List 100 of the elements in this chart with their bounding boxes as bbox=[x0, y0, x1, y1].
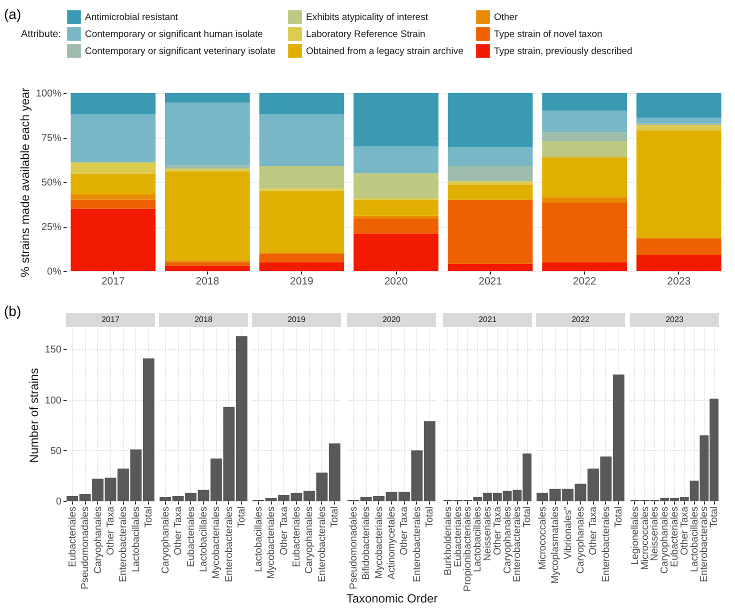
bar bbox=[636, 93, 722, 118]
y-tick-label: 50% bbox=[41, 178, 62, 188]
bar bbox=[448, 200, 533, 264]
y-tick-label: 75% bbox=[41, 133, 62, 144]
bar bbox=[542, 262, 627, 271]
legend-label: Type strain, previously described bbox=[494, 46, 632, 57]
bar bbox=[448, 184, 533, 200]
x-tick-label: Mycobacteriales bbox=[266, 506, 278, 579]
bar bbox=[259, 93, 344, 114]
bar bbox=[354, 93, 438, 146]
bar bbox=[636, 118, 722, 124]
x-tick-label: Mycobacteriales bbox=[211, 506, 222, 579]
bar bbox=[70, 93, 156, 114]
x-tick-label: Other Taxa bbox=[278, 506, 290, 556]
x-tick-label: Caryophanales bbox=[576, 506, 586, 574]
y-tick-label: 0% bbox=[47, 266, 62, 278]
x-tick-label: Other Taxa bbox=[106, 506, 116, 556]
legend-label: Other bbox=[494, 12, 518, 24]
x-tick-label: Other Taxa bbox=[399, 506, 410, 556]
bar bbox=[354, 234, 438, 271]
x-tick-label: Caryophanales bbox=[160, 506, 172, 574]
x-tick-label: Enterobacterales bbox=[512, 506, 524, 582]
bar bbox=[636, 254, 722, 271]
bar bbox=[542, 141, 627, 158]
bar bbox=[165, 266, 250, 271]
bar bbox=[542, 93, 627, 111]
legend-label: Contemporary or significant veterinary isolate bbox=[85, 46, 276, 57]
x-tick-label: 2020 bbox=[384, 276, 408, 288]
bar bbox=[165, 102, 250, 166]
chart-title: 2017 bbox=[102, 315, 120, 324]
bar bbox=[354, 173, 438, 198]
legend-label: Exhibits atypicality of interest bbox=[306, 12, 428, 24]
bar bbox=[259, 166, 344, 188]
x-tick-label: Enterobacterales bbox=[699, 506, 710, 582]
x-tick-label: Total bbox=[522, 506, 534, 528]
text: (a) bbox=[4, 6, 22, 22]
y-tick-label: 0 bbox=[56, 496, 62, 508]
chart-title: 2022 bbox=[572, 315, 590, 324]
x-axis-title: Taxonomic Order bbox=[346, 591, 438, 606]
text: (b) bbox=[4, 303, 22, 319]
chart-title: 2019 bbox=[288, 315, 306, 324]
bar bbox=[636, 238, 722, 255]
bar bbox=[70, 194, 156, 200]
x-tick-label: Caryophanales bbox=[660, 506, 671, 574]
bar bbox=[259, 253, 344, 262]
bar bbox=[259, 190, 344, 254]
x-tick-label: 2023 bbox=[667, 276, 691, 288]
legend-label: Laboratory Reference Strain bbox=[306, 29, 426, 40]
x-tick-label: Lactobacillales bbox=[472, 506, 484, 572]
x-tick-label: Lactobacillales bbox=[253, 506, 264, 572]
bar bbox=[448, 181, 533, 185]
x-tick-label: Caryophanales bbox=[92, 506, 104, 574]
x-tick-label: Total bbox=[330, 506, 341, 528]
y-tick-label: 100 bbox=[44, 395, 62, 406]
x-tick-label: Caryophanales bbox=[502, 506, 514, 574]
legend-label: Type strain of novel taxon bbox=[494, 29, 602, 40]
chart-title: 2023 bbox=[666, 315, 684, 324]
x-tick-label: Lactobacillales bbox=[198, 506, 210, 572]
y-tick-label: 25% bbox=[41, 222, 62, 233]
x-tick-label: Mycoplasmatales bbox=[550, 506, 562, 584]
x-tick-label: 2022 bbox=[572, 276, 596, 288]
bar bbox=[165, 165, 250, 169]
x-tick-label: Actinomycetales bbox=[386, 506, 398, 580]
x-tick-label: Total bbox=[424, 506, 436, 528]
x-tick-label: 2019 bbox=[290, 276, 314, 288]
x-tick-label: Other Taxa bbox=[173, 506, 184, 556]
x-tick-label: Neisseriales bbox=[650, 506, 661, 561]
y-tick-label: 150 bbox=[44, 344, 62, 356]
x-tick-label: Bifidobacteriales bbox=[361, 506, 372, 580]
bar bbox=[636, 125, 722, 130]
legend-title: Attribute: bbox=[21, 29, 62, 40]
x-tick-label: 2017 bbox=[101, 276, 125, 288]
bar bbox=[448, 93, 533, 148]
x-tick-label: Enterobacterales bbox=[224, 506, 235, 582]
x-tick-label: Neisseriales bbox=[482, 506, 494, 561]
x-tick-label: Total bbox=[236, 506, 248, 528]
x-tick-label: Eubacteriales bbox=[67, 506, 78, 568]
x-tick-label: Enterobacterales bbox=[316, 506, 328, 582]
y-tick-label: 50 bbox=[50, 446, 62, 457]
y-axis-title: % strains made available each year bbox=[18, 88, 32, 278]
bar bbox=[354, 200, 438, 216]
bar bbox=[70, 208, 156, 271]
x-tick-label: Lactobacillales bbox=[130, 506, 142, 572]
bar bbox=[448, 147, 533, 166]
bar bbox=[354, 218, 438, 234]
x-tick-label: Eubacteriales bbox=[670, 506, 680, 568]
x-tick-label: Legionellales bbox=[630, 506, 641, 565]
x-tick-label: Enterobacterales bbox=[118, 506, 130, 582]
x-tick-label: Enterobacterales bbox=[600, 506, 612, 582]
x-tick-label: Eubacteriales bbox=[452, 506, 464, 568]
x-tick-label: Pseudomonadales bbox=[348, 506, 360, 590]
bar bbox=[165, 171, 250, 260]
chart-title: 2020 bbox=[382, 315, 401, 324]
x-tick-label: Total bbox=[614, 506, 625, 528]
bar bbox=[354, 146, 438, 174]
bar bbox=[354, 216, 438, 218]
x-tick-label: Other Taxa bbox=[679, 506, 690, 556]
legend-label: Obtained from a legacy strain archive bbox=[306, 46, 464, 57]
bar bbox=[70, 200, 156, 209]
bar bbox=[259, 114, 344, 166]
